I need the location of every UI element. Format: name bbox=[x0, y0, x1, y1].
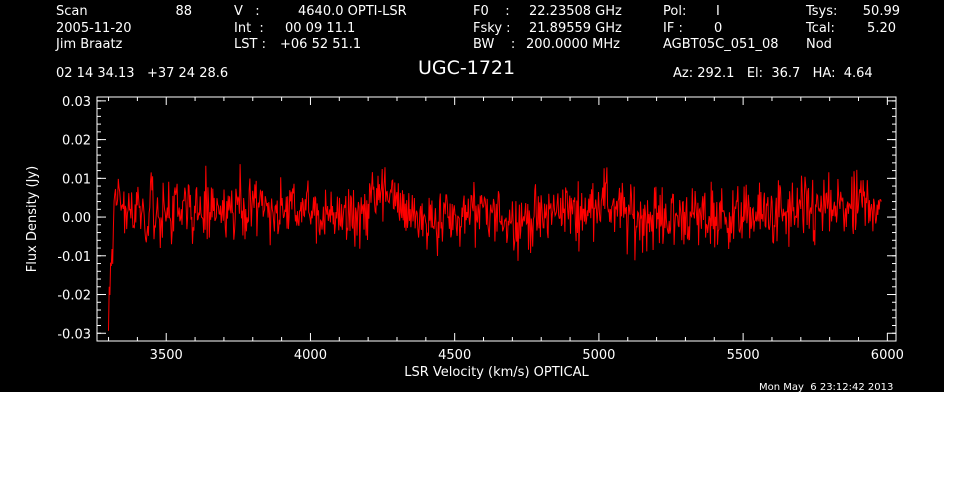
spectrum-panel: Scan 88 2005-11-20 Jim Braatz V : 4640.0… bbox=[0, 0, 944, 393]
f0-label: F0 : bbox=[473, 4, 510, 19]
y-tick-label: -0.01 bbox=[57, 250, 91, 265]
obs-mode: Nod bbox=[806, 37, 832, 52]
x-tick-label: 6000 bbox=[871, 348, 904, 363]
project-id: AGBT05C_051_08 bbox=[663, 37, 779, 52]
obs-date: 2005-11-20 bbox=[56, 21, 132, 36]
int-value: 00 09 11.1 bbox=[285, 21, 356, 36]
x-tick-label: 5000 bbox=[582, 348, 615, 363]
x-tick-label: 3500 bbox=[150, 348, 183, 363]
tsys-label: Tsys: bbox=[806, 4, 838, 19]
y-tick-label: -0.03 bbox=[57, 327, 91, 342]
tsys-value: 50.99 bbox=[862, 4, 900, 19]
y-tick-label: 0.01 bbox=[62, 172, 91, 187]
fsky-label: Fsky : bbox=[473, 21, 511, 36]
x-tick-label: 5500 bbox=[727, 348, 760, 363]
scan-label: Scan bbox=[56, 4, 88, 19]
timestamp: Mon May 6 23:12:42 2013 bbox=[759, 382, 894, 393]
source-name: UGC-1721 bbox=[418, 57, 516, 79]
y-tick-label: 0.00 bbox=[62, 211, 91, 226]
if-label: IF : bbox=[663, 21, 683, 36]
spectrum-plot: 3500 4000 4500 5000 5500 6000 -0.03 -0.02 -0.01 0… bbox=[25, 95, 904, 380]
fsky-value: 21.89559 GHz bbox=[529, 21, 622, 36]
tick-layer: 3500 4000 4500 5000 5500 6000 -0.03 -0.02 -0.01 0… bbox=[57, 95, 904, 363]
spectrum-trace bbox=[108, 164, 882, 331]
pol-label: Pol: bbox=[663, 4, 687, 19]
tcal-label: Tcal: bbox=[806, 21, 835, 36]
scan-number: 88 bbox=[175, 4, 192, 19]
y-tick-label: 0.03 bbox=[62, 95, 91, 110]
x-tick-label: 4500 bbox=[438, 348, 471, 363]
velocity-value: 4640.0 OPTI-LSR bbox=[298, 4, 407, 19]
lst-label: LST : bbox=[234, 37, 266, 52]
y-axis-label: Flux Density (Jy) bbox=[25, 166, 40, 272]
velocity-label: V : bbox=[234, 4, 260, 19]
y-tick-label: 0.02 bbox=[62, 134, 91, 149]
y-tick-label: -0.02 bbox=[57, 289, 91, 304]
int-label: Int : bbox=[234, 21, 264, 36]
f0-value: 22.23508 GHz bbox=[529, 4, 622, 19]
x-axis-label: LSR Velocity (km/s) OPTICAL bbox=[404, 365, 589, 380]
observer-name: Jim Braatz bbox=[56, 37, 123, 52]
if-value: 0 bbox=[714, 21, 723, 36]
trace-layer bbox=[108, 164, 882, 331]
x-tick-label: 4000 bbox=[294, 348, 327, 363]
plot-frame bbox=[96, 96, 897, 342]
source-coordinates: 02 14 34.13 +37 24 28.6 bbox=[56, 66, 229, 81]
az-el-ha: Az: 292.1 El: 36.7 HA: 4.64 bbox=[673, 66, 873, 81]
bw-value: 200.0000 MHz bbox=[526, 37, 620, 52]
bw-label: BW : bbox=[473, 37, 516, 52]
tcal-value: 5.20 bbox=[867, 21, 896, 36]
lst-value: +06 52 51.1 bbox=[280, 37, 362, 52]
pol-value: I bbox=[716, 4, 720, 19]
